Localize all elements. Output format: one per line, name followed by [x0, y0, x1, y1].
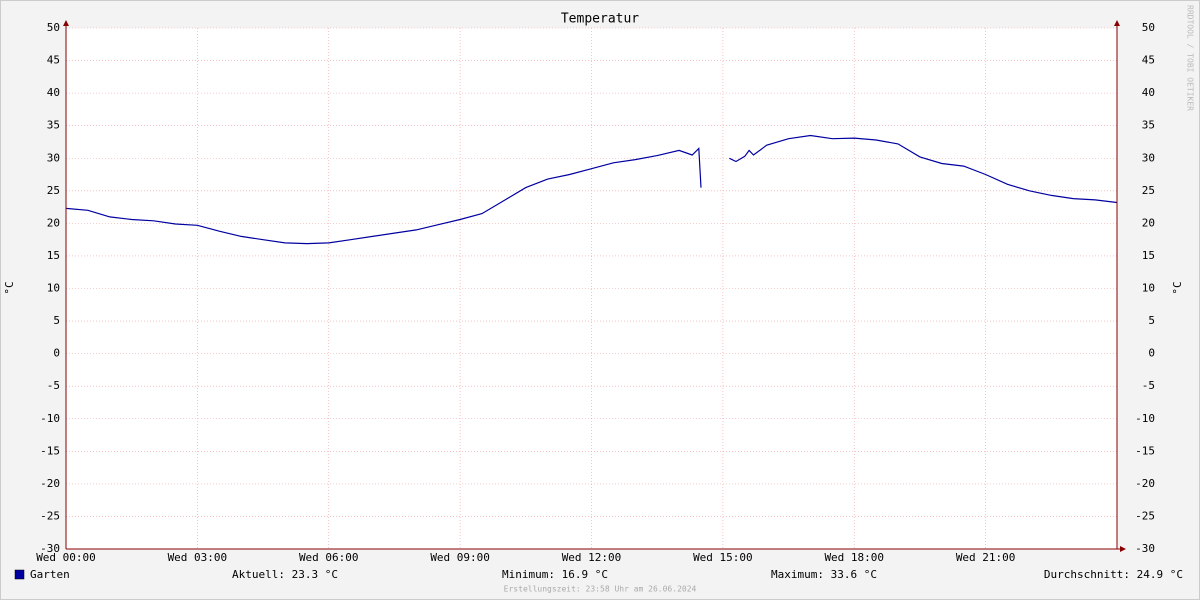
y2-tick-label: -10: [1135, 412, 1155, 425]
y-tick-label: -5: [47, 379, 60, 392]
y-tick-label: 50: [47, 21, 60, 34]
y2-tick-label: 45: [1142, 54, 1155, 67]
legend-swatch: [14, 569, 25, 580]
x-tick-label: Wed 12:00: [562, 551, 622, 564]
y-tick-label: -15: [40, 444, 60, 457]
y2-tick-label: -25: [1135, 509, 1155, 522]
y-tick-label: -30: [40, 542, 60, 555]
marks: [65, 134, 1118, 245]
y2-tick-label: 50: [1142, 21, 1155, 34]
y-tick-label: 25: [47, 184, 60, 197]
x-tick-label: Wed 21:00: [956, 551, 1016, 564]
y2-tick-label: 30: [1142, 151, 1155, 164]
legend-entry: Garten: [30, 568, 70, 581]
y-tick-label: 10: [47, 282, 60, 295]
y-tick-label: 15: [47, 249, 60, 262]
grid: [65, 27, 1117, 550]
stat: Aktuell: 23.3 °C: [232, 568, 338, 581]
x-tick-label: Wed 09:00: [430, 551, 490, 564]
stat: Durchschnitt: 24.9 °C: [1044, 568, 1183, 581]
y-tick-label: 30: [47, 151, 60, 164]
line: [65, 134, 1118, 245]
y-tick-label: 40: [47, 86, 60, 99]
x-tick-label: Wed 18:00: [824, 551, 884, 564]
x-tick-label: Wed 00:00: [36, 551, 96, 564]
footer: Erstellungszeit: 23:58 Uhr am 26.06.2024: [504, 585, 697, 594]
y2-tick-label: 5: [1148, 314, 1155, 327]
y-tick-label: -25: [40, 509, 60, 522]
y2-tick-label: 0: [1148, 347, 1155, 360]
y2-tick-label: -5: [1142, 379, 1155, 392]
y2-tick-label: -15: [1135, 444, 1155, 457]
y2-tick-label: 15: [1142, 249, 1155, 262]
y2-axis-label: °C: [1171, 281, 1184, 294]
x-tick-label: Wed 15:00: [693, 551, 753, 564]
chart-title: Temperatur: [561, 12, 639, 27]
y-axis-label: °C: [3, 281, 16, 294]
y-tick-label: 35: [47, 119, 60, 132]
y2-tick-label: 35: [1142, 119, 1155, 132]
y2-tick-label: -20: [1135, 477, 1155, 490]
watermark: RRDTOOL / TOBI OETIKER: [1186, 5, 1195, 111]
stat: Minimum: 16.9 °C: [502, 568, 608, 581]
y2-tick-label: -30: [1135, 542, 1155, 555]
y-tick-label: 20: [47, 216, 60, 229]
stat: Maximum: 33.6 °C: [771, 568, 877, 581]
y2-tick-label: 20: [1142, 216, 1155, 229]
y-tick-label: 5: [53, 314, 60, 327]
y2-tick-label: 25: [1142, 184, 1155, 197]
y-tick-label: 45: [47, 54, 60, 67]
y-tick-label: -20: [40, 477, 60, 490]
y-tick-label: 0: [53, 347, 60, 360]
y-tick-label: -10: [40, 412, 60, 425]
y2-tick-label: 10: [1142, 282, 1155, 295]
y2-tick-label: 40: [1142, 86, 1155, 99]
x-tick-label: Wed 03:00: [168, 551, 228, 564]
x-tick-label: Wed 06:00: [299, 551, 359, 564]
